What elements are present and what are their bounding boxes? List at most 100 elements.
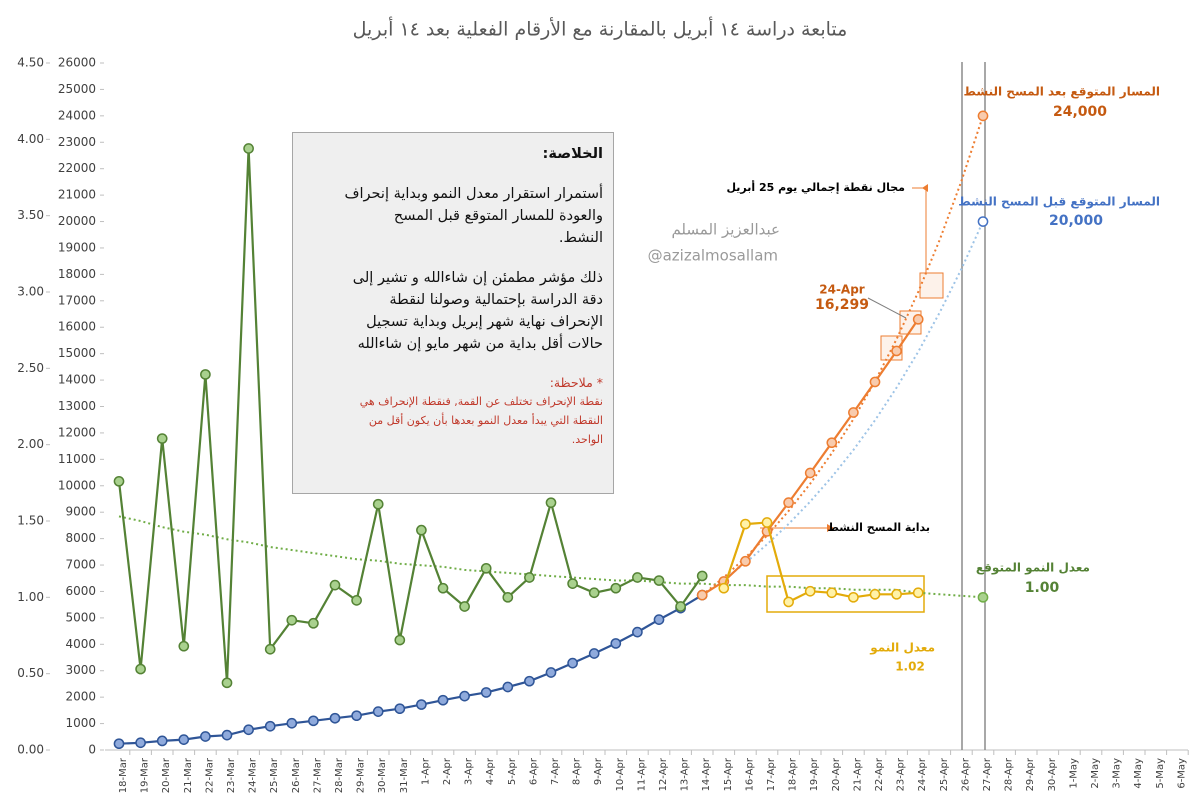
annotation: مجال نقطة إجمالي يوم 25 أبريل xyxy=(726,180,905,194)
annotation: بداية المسح النشط xyxy=(828,521,930,534)
marker xyxy=(740,518,751,530)
series-line xyxy=(118,594,703,745)
x-tick-label: 20-Mar xyxy=(161,757,172,793)
marker xyxy=(264,643,276,655)
series-name: معدل النمو المتوقع xyxy=(976,561,1090,576)
marker xyxy=(221,677,233,689)
marker xyxy=(286,717,298,729)
y-tick-label: 12000 xyxy=(58,425,96,439)
marker xyxy=(459,690,470,702)
marker xyxy=(308,715,319,727)
y-tick-label: 14000 xyxy=(58,373,96,387)
marker xyxy=(156,433,168,444)
marker xyxy=(804,585,816,597)
x-tick-label: 15-Apr xyxy=(723,757,734,791)
x-tick-label: 19-Apr xyxy=(809,757,820,791)
marker xyxy=(113,738,125,750)
marker xyxy=(135,663,146,675)
marker xyxy=(761,517,773,528)
x-tick-label: 4-Apr xyxy=(485,757,496,785)
marker xyxy=(480,562,492,574)
marker xyxy=(848,591,859,603)
y-tick-label: 18000 xyxy=(58,267,96,281)
annotation: 1.02 xyxy=(895,660,925,674)
x-tick-label: 2-May xyxy=(1090,758,1101,789)
marker xyxy=(588,648,600,659)
note-line: الواحد. xyxy=(571,433,603,446)
y-tick-label: 6000 xyxy=(65,584,96,598)
marker xyxy=(243,143,254,154)
x-tick-label: 18-Apr xyxy=(788,757,799,791)
marker xyxy=(977,110,989,122)
marker xyxy=(459,601,470,612)
summary-line: حالات أقل بداية من شهر مايو إن شاءالله xyxy=(357,336,603,352)
x-tick-label: 28-Mar xyxy=(334,757,345,793)
y-tick-label: 2000 xyxy=(65,690,96,704)
x-tick-label: 19-Mar xyxy=(140,757,151,793)
x-tick-label: 17-Apr xyxy=(766,757,777,791)
marker xyxy=(502,591,514,603)
marker xyxy=(156,735,168,747)
x-tick-label: 23-Mar xyxy=(226,757,237,793)
marker xyxy=(545,497,557,509)
y-tick-label: 8000 xyxy=(65,531,96,545)
watermark: عبدالعزيز المسلم xyxy=(671,221,780,239)
x-tick-label: 31-Mar xyxy=(399,757,410,793)
marker xyxy=(416,524,427,536)
marker xyxy=(480,687,492,698)
data-label: 20,000 xyxy=(1049,213,1103,229)
marker xyxy=(545,667,557,678)
y-tick-label: 13000 xyxy=(58,399,96,413)
arrow-head xyxy=(922,184,928,192)
y-tick-label: 9000 xyxy=(65,505,96,519)
x-tick-label: 5-Apr xyxy=(507,757,518,785)
chart-title: متابعة دراسة ١٤ أبريل بالمقارنة مع الأرق… xyxy=(353,17,848,41)
x-tick-label: 25-Mar xyxy=(269,757,280,793)
marker xyxy=(372,498,384,510)
marker xyxy=(891,345,902,357)
marker xyxy=(567,578,578,589)
series-line xyxy=(722,521,919,604)
x-tick-label: 27-Apr xyxy=(982,757,993,791)
marker xyxy=(351,710,362,722)
x-tick-label: 14-Apr xyxy=(701,757,712,791)
y-tick-label: 7000 xyxy=(65,558,96,572)
marker xyxy=(243,724,254,736)
y2-tick-label: 2.50 xyxy=(17,361,44,375)
marker xyxy=(524,675,535,687)
marker xyxy=(696,589,708,601)
y-tick-label: 5000 xyxy=(65,610,96,624)
marker xyxy=(200,369,211,380)
y2-tick-label: 4.00 xyxy=(17,132,44,146)
highlight-box xyxy=(919,272,944,299)
marker xyxy=(912,587,924,599)
data-label: 1.00 xyxy=(1025,580,1060,596)
y-tick-label: 21000 xyxy=(58,188,96,202)
marker xyxy=(437,694,449,706)
marker xyxy=(848,407,859,418)
x-tick-label: 11-Apr xyxy=(636,757,647,791)
arrow-head xyxy=(827,524,834,532)
marker xyxy=(632,572,643,583)
x-tick-label: 6-May xyxy=(1176,758,1187,789)
marker xyxy=(912,313,924,325)
x-tick-label: 1-May xyxy=(1068,758,1079,789)
x-tick-label: 22-Mar xyxy=(204,757,215,793)
x-tick-label: 1-Apr xyxy=(420,757,431,785)
x-tick-label: 26-Mar xyxy=(291,757,302,793)
x-tick-label: 26-Apr xyxy=(960,757,971,791)
x-tick-label: 27-Mar xyxy=(312,757,323,793)
x-tick-label: 30-Mar xyxy=(377,757,388,793)
marker xyxy=(286,614,298,626)
summary: أستمرار استقرار معدل النمو وبداية إنحراف… xyxy=(303,183,603,355)
marker xyxy=(869,376,881,388)
marker xyxy=(696,570,708,582)
y-tick-label: 26000 xyxy=(58,56,96,70)
y-tick-label: 16000 xyxy=(58,320,96,334)
marker xyxy=(329,579,341,591)
y-tick-label: 20000 xyxy=(58,214,96,228)
y-tick-label: 19000 xyxy=(58,240,96,254)
y-tick-label: 17000 xyxy=(58,293,96,307)
x-tick-label: 24-Apr xyxy=(917,757,928,791)
